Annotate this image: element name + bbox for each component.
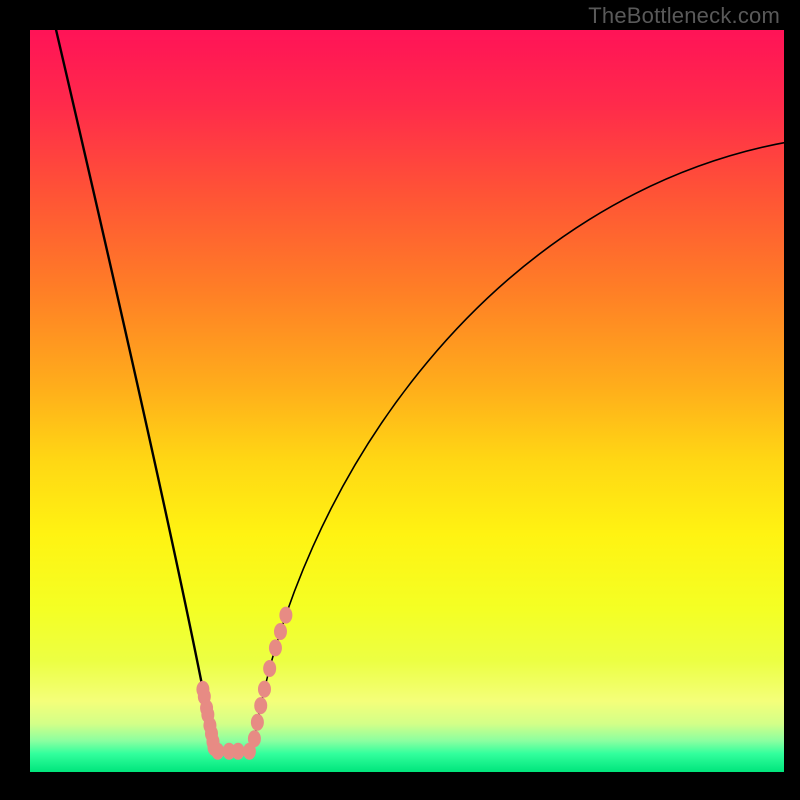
curve-layer: [30, 30, 784, 772]
marker-dot: [279, 607, 292, 624]
watermark-text: TheBottleneck.com: [588, 3, 780, 29]
marker-dot: [248, 730, 261, 747]
marker-group: [196, 607, 292, 760]
marker-dot: [254, 697, 267, 714]
marker-dot: [211, 743, 224, 760]
marker-dot: [258, 681, 271, 698]
marker-dot: [269, 639, 282, 656]
right-branch: [252, 141, 791, 751]
marker-dot: [251, 714, 264, 731]
marker-dot: [274, 623, 287, 640]
left-branch: [53, 15, 215, 751]
plot-area: [30, 30, 784, 772]
marker-dot: [263, 660, 276, 677]
chart-frame: TheBottleneck.com: [0, 0, 800, 800]
marker-dot: [232, 743, 245, 760]
